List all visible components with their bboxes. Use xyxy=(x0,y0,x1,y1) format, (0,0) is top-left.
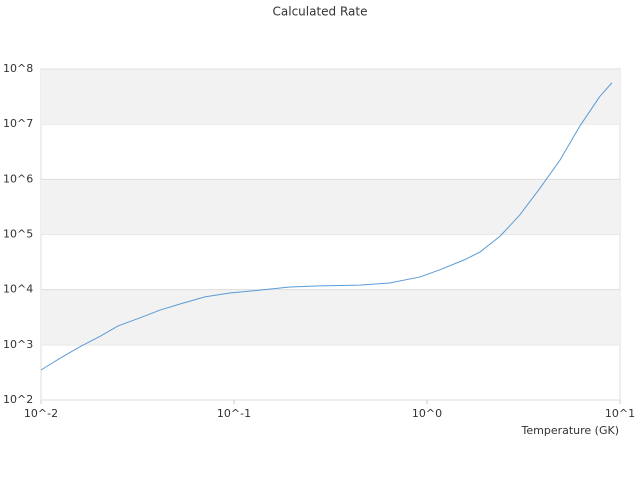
x-tick-label: 10^-1 xyxy=(217,407,251,420)
data-line xyxy=(40,82,613,371)
y-tick-label: 10^4 xyxy=(3,283,33,296)
y-tick-label: 10^3 xyxy=(3,338,33,351)
y-tick-label: 10^2 xyxy=(3,393,33,406)
y-tick-label: 10^6 xyxy=(3,172,33,185)
y-tick-label: 10^5 xyxy=(3,228,33,241)
grid-band xyxy=(41,289,620,345)
y-tick-label: 10^8 xyxy=(3,62,33,75)
chart-title: Calculated Rate xyxy=(273,5,368,19)
x-axis-label: Temperature (GK) xyxy=(521,424,620,437)
x-tick-label: 10^0 xyxy=(412,407,442,420)
grid-band xyxy=(41,69,620,125)
y-tick-label: 10^7 xyxy=(3,117,33,130)
x-tick-label: 10^1 xyxy=(605,407,635,420)
x-tick-label: 10^-2 xyxy=(24,407,58,420)
grid-band xyxy=(41,179,620,235)
